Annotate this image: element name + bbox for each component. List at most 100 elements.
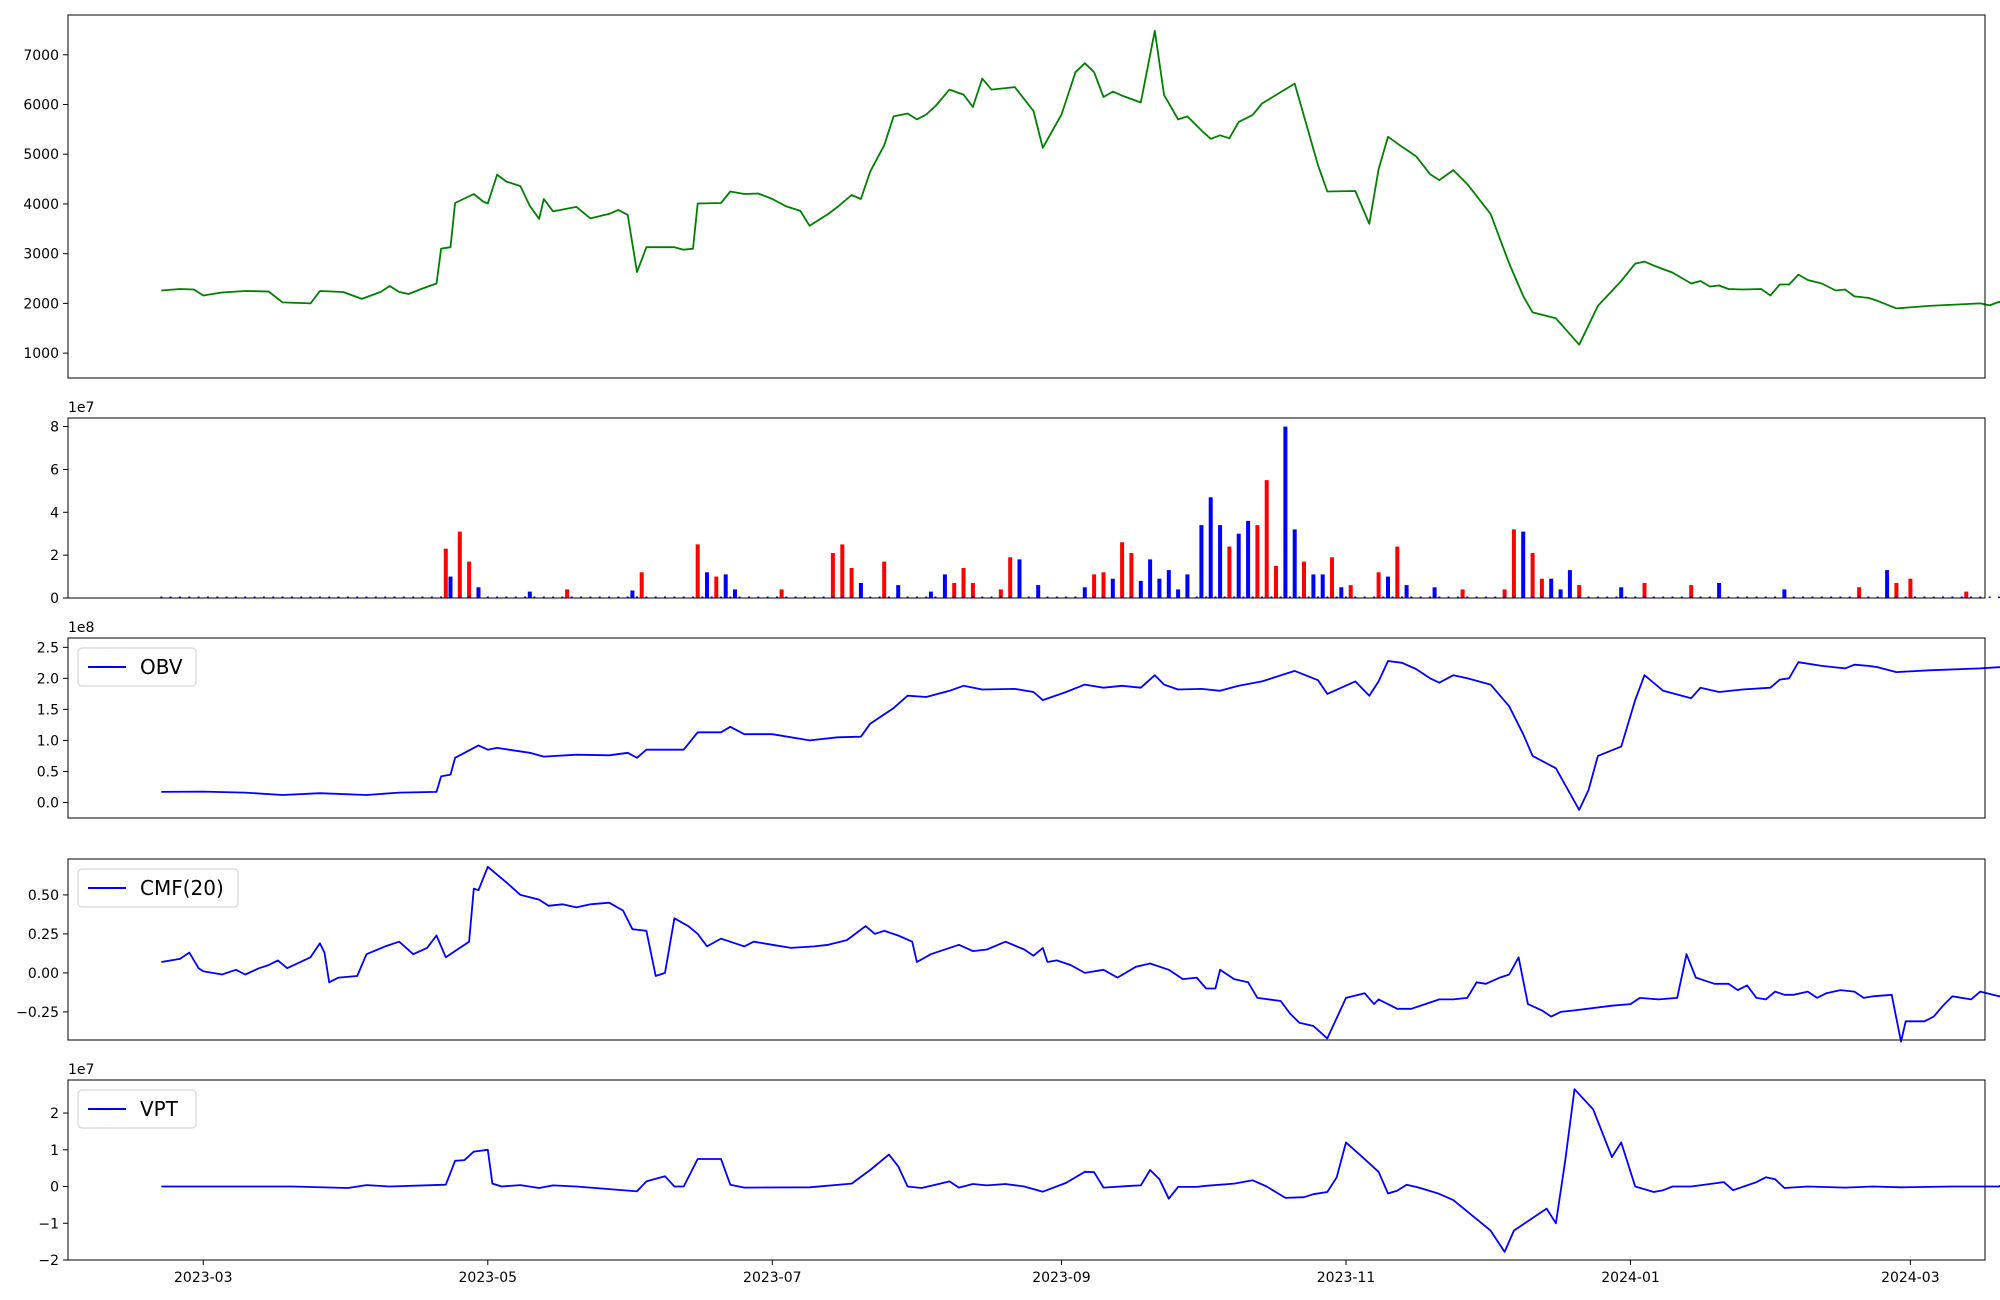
volume-bar bbox=[803, 596, 806, 598]
volume-bar bbox=[1255, 525, 1260, 598]
volume-bar bbox=[1101, 572, 1106, 598]
volume-bar bbox=[1236, 533, 1241, 598]
volume-bar bbox=[1774, 596, 1777, 598]
volume-bar bbox=[160, 596, 163, 598]
volume-bar bbox=[841, 596, 844, 598]
volume-bar bbox=[1540, 596, 1543, 598]
volume-bar bbox=[1559, 596, 1562, 598]
volume-bar bbox=[1185, 574, 1190, 598]
volume-bar bbox=[1908, 578, 1913, 598]
volume-bar bbox=[1354, 596, 1357, 598]
volume-bar bbox=[1567, 570, 1572, 598]
volume-bar bbox=[1615, 596, 1618, 598]
volume-bar bbox=[630, 590, 635, 598]
volume-bar bbox=[1858, 596, 1861, 598]
volume-bar bbox=[1932, 596, 1935, 598]
volume-bar bbox=[1904, 596, 1907, 598]
volume-bar bbox=[1093, 596, 1096, 598]
volume-bar bbox=[1549, 578, 1554, 598]
x-tick-label: 2023-07 bbox=[743, 1270, 802, 1286]
volume-bar bbox=[225, 596, 228, 598]
volume-bar bbox=[840, 544, 845, 598]
volume-bar bbox=[467, 561, 472, 598]
volume-bar bbox=[430, 596, 433, 598]
volume-bar bbox=[1177, 596, 1180, 598]
x-tick-label: 2023-03 bbox=[174, 1270, 233, 1286]
volume-bar bbox=[961, 568, 966, 598]
volume-bar bbox=[300, 596, 303, 598]
volume-bar bbox=[1120, 542, 1125, 598]
volume-bar bbox=[476, 587, 481, 598]
volume-bar bbox=[1539, 578, 1544, 598]
volume-bar bbox=[1208, 497, 1213, 598]
volume-bar bbox=[1960, 596, 1963, 598]
volume-bar bbox=[1914, 596, 1916, 598]
vpt-ytick-label: −2 bbox=[38, 1253, 59, 1269]
volume-bar bbox=[514, 596, 517, 598]
volume-bar bbox=[178, 596, 181, 598]
volume-bar bbox=[1642, 583, 1647, 598]
volume-bar bbox=[561, 596, 564, 598]
volume-bar bbox=[1988, 596, 1991, 598]
volume-bar bbox=[1979, 596, 1982, 598]
volume-bar bbox=[1046, 596, 1049, 598]
volume-bar bbox=[785, 596, 788, 598]
volume-bar bbox=[1708, 596, 1711, 598]
cmf-series-line bbox=[161, 865, 2000, 1043]
volume-bar bbox=[1460, 589, 1465, 598]
volume-bar bbox=[887, 596, 890, 598]
obv-ytick-label: 1.0 bbox=[37, 733, 59, 749]
volume-bar bbox=[896, 585, 901, 598]
volume-bar bbox=[934, 596, 937, 598]
volume-bar bbox=[1634, 596, 1637, 598]
volume-bar bbox=[1531, 596, 1534, 598]
volume-bar bbox=[1395, 546, 1400, 598]
volume-bar bbox=[533, 596, 536, 598]
volume-bar bbox=[1092, 574, 1097, 598]
volume-bar bbox=[1223, 596, 1226, 598]
volume-bar bbox=[458, 596, 461, 598]
x-tick-label: 2023-11 bbox=[1317, 1270, 1376, 1286]
volume-bar bbox=[779, 589, 784, 598]
volume-bar bbox=[858, 583, 863, 598]
volume-bar bbox=[776, 596, 778, 598]
volume-bar bbox=[443, 548, 448, 598]
volume-bar bbox=[1037, 596, 1040, 598]
volume-bar bbox=[878, 596, 881, 598]
volume-bar bbox=[1886, 596, 1889, 598]
volume-bar bbox=[542, 596, 545, 598]
volume-bar bbox=[710, 596, 713, 598]
volume-bar bbox=[1512, 596, 1515, 598]
volume-bar bbox=[1339, 587, 1344, 598]
volume-bar bbox=[1998, 596, 2000, 598]
volume-bar bbox=[374, 596, 377, 598]
volume-bar bbox=[589, 596, 592, 598]
volume-bar bbox=[720, 596, 722, 598]
volume-ytick-label: 4 bbox=[50, 505, 59, 521]
volume-bar bbox=[1148, 559, 1153, 598]
volume-bar bbox=[505, 596, 508, 598]
volume-bar bbox=[1652, 596, 1655, 598]
volume-bar bbox=[928, 591, 933, 598]
price-ytick-label: 7000 bbox=[23, 48, 59, 64]
volume-bar bbox=[496, 596, 499, 598]
volume-bar bbox=[1521, 531, 1526, 598]
volume-bar bbox=[1218, 525, 1223, 598]
volume-bar bbox=[1494, 596, 1497, 598]
volume-bar bbox=[421, 596, 424, 598]
volume-bar bbox=[290, 596, 293, 598]
obv-legend bbox=[77, 647, 197, 687]
volume-bar bbox=[1311, 574, 1316, 598]
volume-bar bbox=[608, 596, 611, 598]
volume-bar bbox=[1157, 578, 1162, 598]
volume-bar bbox=[906, 596, 909, 598]
volume-bar bbox=[216, 596, 219, 598]
volume-bar bbox=[962, 596, 965, 598]
volume-bar bbox=[309, 596, 312, 598]
volume-bar bbox=[981, 596, 984, 598]
price-ytick-label: 3000 bbox=[23, 247, 59, 263]
vpt-legend-label: VPT bbox=[140, 1097, 179, 1121]
volume-bar bbox=[1438, 596, 1441, 598]
volume-bar bbox=[869, 596, 872, 598]
